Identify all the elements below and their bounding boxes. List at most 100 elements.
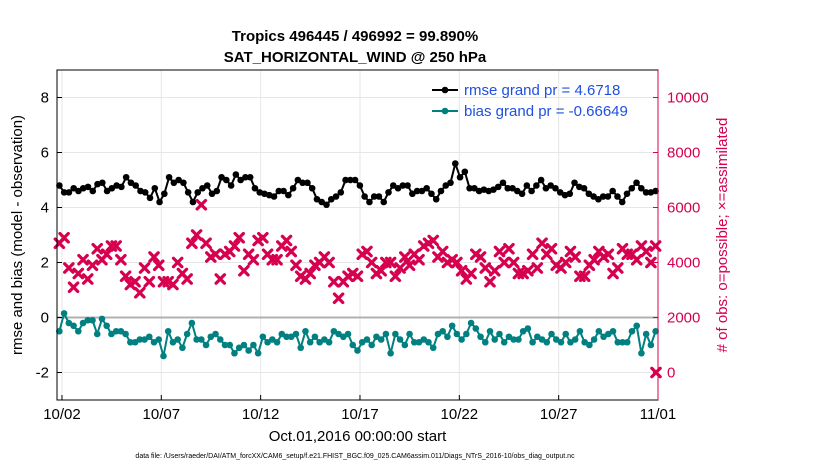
obs-assimilated-point xyxy=(181,273,193,285)
obs-assimilated-point xyxy=(436,245,449,258)
bias-point xyxy=(477,333,484,341)
rmse-point xyxy=(499,179,507,187)
y-right-tick-label: 4000 xyxy=(667,255,700,272)
obs-assimilated-point xyxy=(58,231,70,244)
obs-assimilated-point xyxy=(351,270,364,283)
obs-assimilated-point xyxy=(186,237,198,250)
rmse-point xyxy=(347,176,354,184)
rmse-point xyxy=(251,184,259,192)
rmse-point xyxy=(299,179,306,187)
y-right-tick-label: 2000 xyxy=(667,310,700,327)
bias-point xyxy=(392,330,399,338)
rmse-point xyxy=(270,193,278,200)
obs-assimilated-point xyxy=(413,253,425,266)
x-tick-label: 10/22 xyxy=(441,406,479,423)
rmse-point xyxy=(156,198,163,206)
bias-point xyxy=(349,341,357,349)
rmse-point xyxy=(280,187,287,195)
rmse-point xyxy=(275,187,283,195)
x-tick-label: 10/07 xyxy=(143,406,181,423)
obs-assimilated-point xyxy=(384,256,397,269)
obs-assimilated-point xyxy=(285,245,298,258)
rmse-point xyxy=(638,184,645,192)
obs-assimilated-point xyxy=(328,275,340,288)
obs-assimilated-point xyxy=(100,248,113,261)
obs-assimilated-point xyxy=(171,256,184,269)
rmse-point xyxy=(208,190,216,198)
bias-point xyxy=(188,319,196,327)
obs-assimilated-point xyxy=(488,264,501,277)
rmse-point xyxy=(642,189,650,196)
data-file-footnote: data file: /Users/raeder/DAI/ATM_forcXX/… xyxy=(135,453,575,460)
rmse-point xyxy=(189,198,197,206)
bias-point xyxy=(221,341,229,349)
obs-assimilated-point xyxy=(365,256,378,269)
rmse-point xyxy=(289,184,297,192)
bias-point xyxy=(647,341,655,349)
bias-point xyxy=(623,338,631,346)
y-left-tick-label: -2 xyxy=(36,365,49,382)
rmse-point xyxy=(623,190,631,198)
bias-point xyxy=(84,316,92,324)
rmse-point xyxy=(456,173,464,181)
obs-assimilated-point xyxy=(361,245,373,258)
rmse-point xyxy=(161,190,168,198)
rmse-point xyxy=(327,195,335,203)
bias-point xyxy=(396,336,404,343)
y-right-tick-label: 10000 xyxy=(667,90,709,107)
bias-point xyxy=(60,310,68,317)
bias-point xyxy=(183,330,191,338)
bias-point xyxy=(283,333,290,341)
bias-point xyxy=(164,327,172,335)
bias-point xyxy=(425,338,432,346)
rmse-point xyxy=(246,173,254,181)
bias-point xyxy=(595,327,603,335)
rmse-point xyxy=(447,179,454,187)
rmse-point xyxy=(103,187,111,195)
bias-point xyxy=(245,347,252,354)
bias-point xyxy=(543,338,551,346)
obs-assimilated-point xyxy=(611,262,624,274)
bias-point xyxy=(311,333,319,341)
rmse-point xyxy=(580,184,588,192)
bias-point xyxy=(89,316,96,324)
obs-assimilated-point xyxy=(195,198,208,211)
rmse-point xyxy=(552,184,559,192)
obs-assimilated-point xyxy=(72,267,85,280)
y-right-tick-label: 0 xyxy=(667,365,675,382)
rmse-point xyxy=(590,193,597,200)
rmse-point xyxy=(151,184,159,192)
bias-point xyxy=(297,344,305,352)
obs-assimilated-point xyxy=(115,253,127,266)
series-layer xyxy=(53,159,662,379)
rmse-point xyxy=(323,201,330,209)
bias-point xyxy=(439,327,446,335)
rmse-point xyxy=(89,187,97,195)
bias-point xyxy=(510,336,517,343)
x-tick-label: 10/02 xyxy=(43,406,81,423)
rmse-point xyxy=(99,179,106,187)
bias-point xyxy=(368,341,375,349)
obs-assimilated-point xyxy=(190,229,203,241)
rmse-point xyxy=(370,193,378,200)
obs-assimilated-point xyxy=(129,275,141,288)
rmse-point xyxy=(170,179,178,187)
bias-point xyxy=(250,341,257,349)
bias-point xyxy=(344,330,352,338)
obs-assimilated-point xyxy=(332,292,345,305)
obs-assimilated-point xyxy=(630,253,643,266)
obs-assimilated-point xyxy=(86,259,99,272)
legend: rmse grand pr = 4.6718 bias grand pr = -… xyxy=(432,82,628,120)
rmse-point xyxy=(285,191,292,199)
rmse-point xyxy=(380,198,388,206)
rmse-point xyxy=(604,193,612,200)
rmse-point xyxy=(556,189,564,196)
obs-assimilated-point xyxy=(602,248,615,261)
bias-point xyxy=(231,349,238,357)
rmse-point xyxy=(451,160,459,167)
obs-assimilated-point xyxy=(526,248,539,261)
rmse-point xyxy=(332,193,340,200)
rmse-point xyxy=(56,182,63,189)
rmse-point xyxy=(628,184,636,192)
obs-assimilated-point xyxy=(110,240,122,252)
